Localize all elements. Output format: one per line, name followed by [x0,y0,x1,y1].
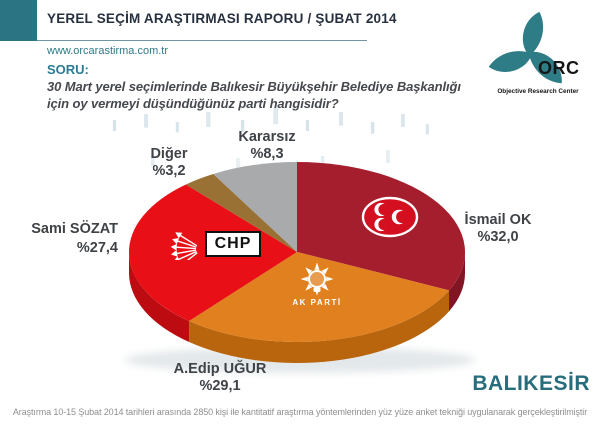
report-title: YEREL SEÇİM ARAŞTIRMASI RAPORU / ŞUBAT 2… [47,11,397,26]
akp-lightbulb-icon [300,262,334,296]
edip-pct: %29,1 [199,378,241,394]
akp-logo: AK PARTİ [284,262,350,312]
pie-slice-kararsiz [213,162,297,252]
diger-pct: %3,2 [152,163,186,179]
orc-trefoil-icon [488,11,562,84]
chp-arrowhead [175,232,183,239]
orc-logo: ORC Objective Research Center [480,6,596,102]
diger-name: Diğer [150,146,188,162]
chp-arrow [176,249,197,255]
corner-accent-block [0,0,37,41]
ismail-pct: %32,0 [477,229,519,245]
label-ismail-ok: İsmail OK %32,0 [452,212,544,246]
question-line-1: 30 Mart yerel seçimlerinde Balıkesir Büy… [47,79,461,94]
akp-wordmark: AK PARTİ [292,298,342,307]
akp-ray [305,283,313,291]
methodology-footnote: Araştırma 10-15 Şubat 2014 tarihleri ara… [12,407,588,417]
chp-arrowhead [174,256,180,260]
pie-rim-akp [189,290,450,363]
question-label: SORU: [47,62,89,77]
akp-ray [314,262,320,270]
chp-arrowhead [171,250,178,257]
akp-ray [300,276,308,282]
chp-arrowhead [170,243,177,251]
pie-rim-mhp [449,252,466,312]
chp-arrows-icon [170,232,198,260]
question-line-2: için oy vermeyi düşündüğünüz parti hangi… [47,96,339,111]
chp-arrowhead [172,237,179,245]
chp-arrow [176,246,197,250]
sami-name: Sami SÖZAT [31,221,118,237]
region-title: BALIKESİR [472,372,590,395]
akp-ray [326,276,334,282]
chp-logo: CHP [165,228,265,260]
label-diger: Diğer %3,2 [124,146,214,180]
website-url: www.orcarastirma.com.tr [47,45,169,57]
label-kararsiz: Kararsız %8,3 [212,129,322,163]
pie-slice-diger [185,173,297,252]
akp-ray [305,267,313,275]
pie-slice-akp [189,252,450,342]
orc-subtitle: Objective Research Center [497,88,579,95]
chp-arrow [177,240,197,248]
edip-name: A.Edip UĞUR [173,361,267,377]
kararsiz-pct: %8,3 [250,146,284,162]
chp-arrow [177,250,197,260]
label-edip-ugur: A.Edip UĞUR %29,1 [164,361,276,395]
title-divider [37,40,367,41]
kararsiz-name: Kararsız [238,129,296,145]
chp-arrow [186,252,198,260]
akp-ray [321,283,329,291]
pie-rim-chp [129,252,190,342]
sami-pct: %27,4 [76,240,118,256]
ismail-name: İsmail OK [464,212,532,228]
orc-wordmark: ORC [538,58,580,78]
label-sami-sozat: Sami SÖZAT %27,4 [12,220,118,258]
chp-arrow [179,234,198,247]
mhp-logo-icon [361,196,419,238]
akp-ray [321,267,329,275]
chp-wordmark: CHP [205,231,261,257]
